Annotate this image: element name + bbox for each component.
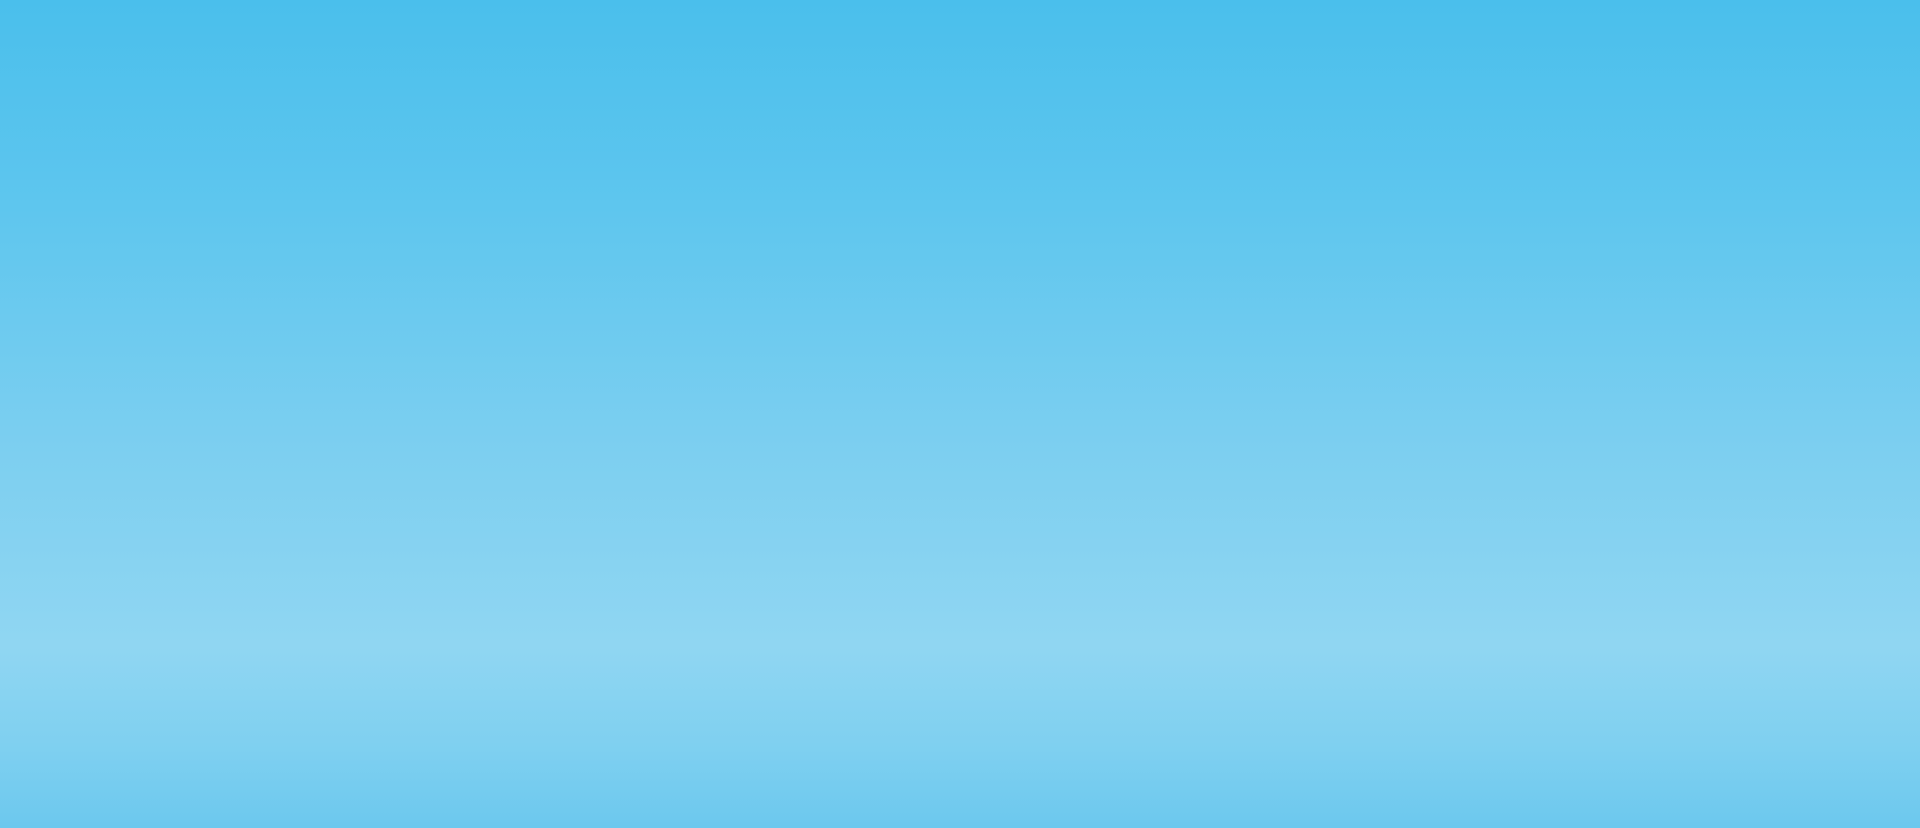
page-title [0, 0, 1920, 62]
header [0, 0, 1920, 76]
